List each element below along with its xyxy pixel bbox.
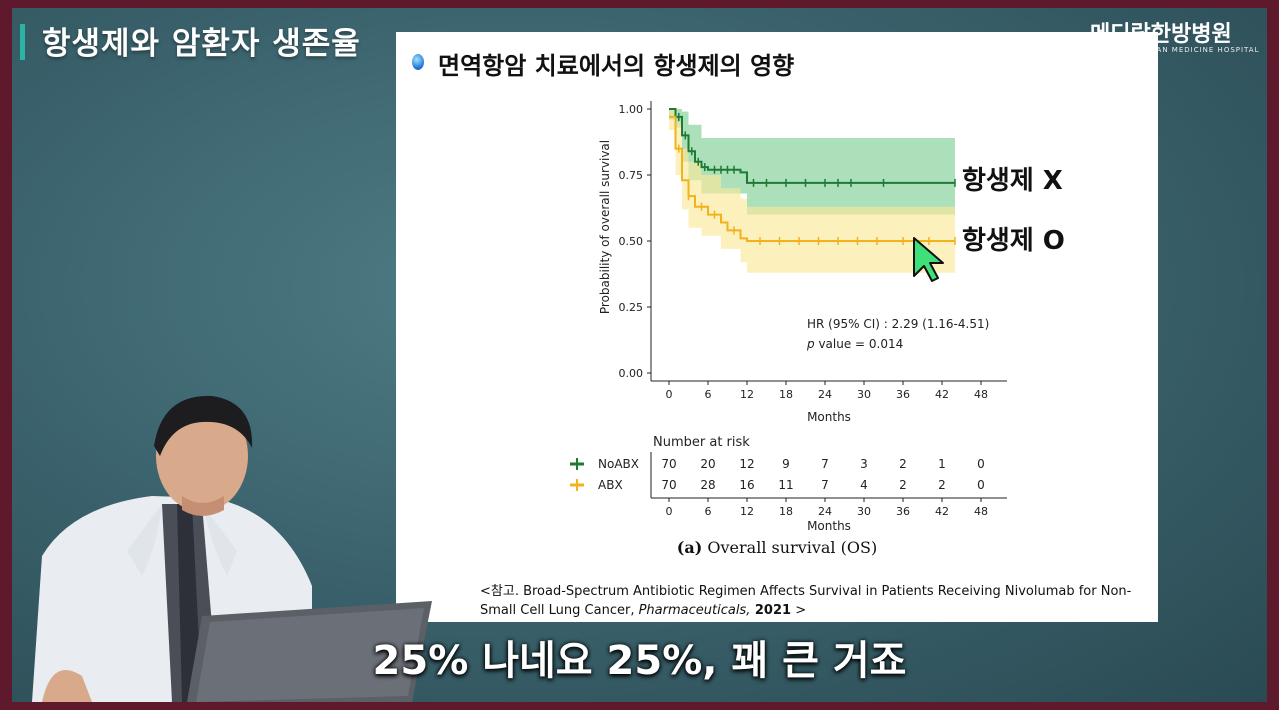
- x-tick-label: 36: [896, 388, 910, 401]
- y-axis-label: Probability of overall survival: [598, 140, 612, 314]
- y-tick-label: 0.00: [619, 367, 644, 380]
- p-value-text: value = 0.014: [815, 337, 904, 351]
- risk-x-tick-label: 36: [896, 505, 910, 518]
- axis-ticks: 0.00 0.25 0.50 0.75 1.00 0 6 12 18 24 30 36 42 48: [619, 103, 989, 401]
- survival-curve-abx: [669, 115, 955, 242]
- x-tick-label: 18: [779, 388, 793, 401]
- reference-suffix: >: [791, 603, 807, 618]
- legend-label-abx: ABX: [598, 478, 623, 492]
- x-tick-label: 30: [857, 388, 871, 401]
- legend-label-noabx: NoABX: [598, 457, 639, 471]
- risk-count: 11: [778, 478, 793, 492]
- x-tick-label: 24: [818, 388, 832, 401]
- risk-count: 7: [821, 457, 829, 471]
- x-tick-label: 12: [740, 388, 754, 401]
- presenter-image: [32, 395, 432, 702]
- reference-year: 2021: [750, 603, 792, 618]
- risk-count: 70: [661, 457, 676, 471]
- y-tick-label: 0.50: [619, 235, 644, 248]
- logo-subtitle: MEDIRAM KOREAN MEDICINE HOSPITAL: [1090, 46, 1260, 54]
- risk-count: 70: [661, 478, 676, 492]
- x-tick-label: 42: [935, 388, 949, 401]
- risk-count: 2: [938, 478, 946, 492]
- y-tick-label: 0.25: [619, 301, 644, 314]
- risk-x-tick-label: 42: [935, 505, 949, 518]
- risk-count: 3: [860, 457, 868, 471]
- risk-x-tick-label: 18: [779, 505, 793, 518]
- y-tick-label: 0.75: [619, 169, 644, 182]
- x-tick-label: 48: [974, 388, 988, 401]
- risk-count: 16: [739, 478, 754, 492]
- risk-count: 9: [782, 457, 790, 471]
- risk-count: 0: [977, 457, 985, 471]
- p-value-annotation: p value = 0.014: [806, 337, 903, 351]
- caption-text: Overall survival (OS): [702, 538, 878, 557]
- reference-journal: Pharmaceuticals,: [638, 603, 751, 618]
- x-tick-label: 0: [666, 388, 673, 401]
- risk-count: 2: [899, 457, 907, 471]
- risk-x-tick-label: 0: [666, 505, 673, 518]
- risk-x-axis-label: Months: [807, 519, 851, 532]
- video-subtitle: 25% 나네요 25%, 꽤 큰 거죠: [372, 638, 907, 684]
- risk-x-tick-label: 12: [740, 505, 754, 518]
- noabx-curve-label: 항생제 X: [962, 166, 1063, 196]
- risk-count: 4: [860, 478, 868, 492]
- presentation-slide: 면역항암 치료에서의 항생제의 영향 0.00 0.25 0.50 0.75 1.00 0…: [396, 32, 1158, 622]
- reference-text: <참고. Broad-Spectrum Antibiotic Regimen A…: [480, 584, 1132, 618]
- risk-x-tick-label: 6: [705, 505, 712, 518]
- survival-curves: [669, 108, 956, 245]
- risk-x-tick-label: 48: [974, 505, 988, 518]
- mouse-cursor-icon: [913, 237, 944, 282]
- video-title: 항생제와 암환자 생존율: [42, 26, 361, 62]
- reference-citation: <참고. Broad-Spectrum Antibiotic Regimen A…: [480, 582, 1160, 620]
- risk-x-tick-label: 30: [857, 505, 871, 518]
- risk-count: 12: [739, 457, 754, 471]
- risk-x-tick-label: 24: [818, 505, 832, 518]
- x-tick-label: 6: [705, 388, 712, 401]
- video-frame: 항생제와 암환자 생존율 메디람한방병원 MEDIRAM KOREAN MEDI…: [12, 8, 1267, 702]
- caption-letter: (a): [676, 538, 703, 557]
- abx-curve-label: 항생제 O: [962, 226, 1065, 256]
- hr-annotation: HR (95% CI) : 2.29 (1.16-4.51): [807, 317, 989, 331]
- risk-count: 2: [899, 478, 907, 492]
- confidence-bands: [669, 109, 955, 273]
- figure-caption: (a) Overall survival (OS): [396, 538, 1158, 557]
- risk-table-title: Number at risk: [653, 435, 750, 450]
- risk-count: 7: [821, 478, 829, 492]
- slide-title: 면역항암 치료에서의 항생제의 영향: [438, 52, 795, 80]
- risk-count: 28: [700, 478, 715, 492]
- bullet-icon: [412, 54, 424, 70]
- risk-count: 1: [938, 457, 946, 471]
- title-accent-bar: [20, 24, 25, 60]
- y-tick-label: 1.00: [619, 103, 644, 116]
- p-symbol: p: [806, 337, 815, 351]
- survival-chart: 0.000.250.500.751.000 6 12 18 24 30 36 42 48 Pro…: [570, 101, 1007, 532]
- x-axis-label: Months: [807, 410, 851, 424]
- risk-count: 0: [977, 478, 985, 492]
- risk-count: 20: [700, 457, 715, 471]
